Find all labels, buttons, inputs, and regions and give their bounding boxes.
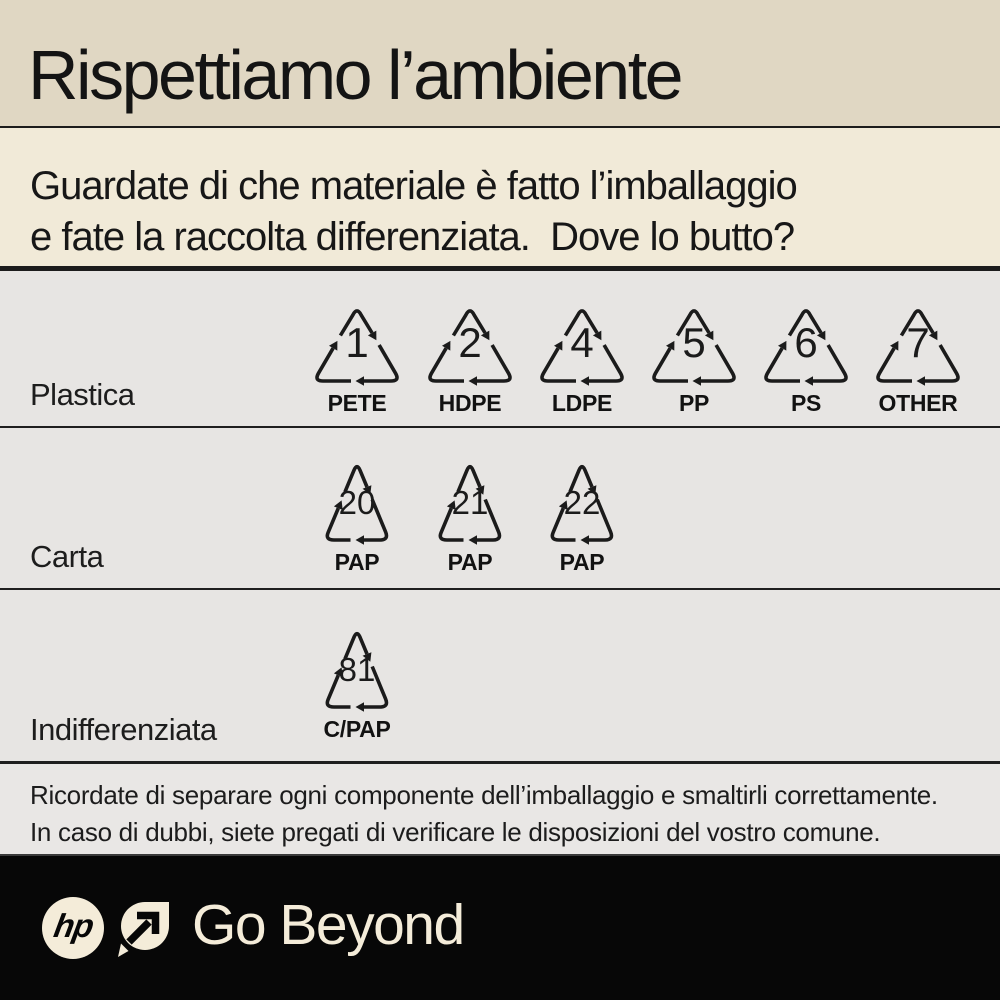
resin-code-label: HDPE <box>438 389 502 416</box>
recycling-symbol-ldpe: 4 LDPE <box>532 298 632 416</box>
resin-code-label: PP <box>678 389 710 416</box>
resin-code-number: 20 <box>339 484 376 521</box>
subtitle-line-1: Guardate di che materiale è fatto l’imba… <box>30 164 798 208</box>
resin-code-number: 5 <box>682 319 705 366</box>
resin-code-label: C/PAP <box>323 715 391 742</box>
hp-logo-letters: hp <box>51 906 96 944</box>
material-row-carta: Carta 20 PAP 21 PAP 22 PAP <box>0 428 1000 590</box>
resin-code-label: PETE <box>327 389 387 416</box>
recycling-mobius-icon: 4 <box>540 308 624 386</box>
hp-logo: hp <box>42 897 104 959</box>
recycling-symbol-ps: 6 PS <box>756 298 856 416</box>
note-line-1: Ricordate di separare ogni componente de… <box>30 780 938 810</box>
resin-code-label: PAP <box>334 548 380 575</box>
resin-code-number: 2 <box>458 319 481 366</box>
resin-code-number: 6 <box>794 319 817 366</box>
recycling-mobius-icon: 21 <box>438 464 502 545</box>
recycling-symbol-pap-22: 22 PAP <box>544 457 620 575</box>
footer-tagline: Go Beyond <box>192 893 465 957</box>
recycling-symbol-pete: 1 PETE <box>307 298 407 416</box>
recycling-symbol-pp: 5 PP <box>644 298 744 416</box>
recycling-mobius-icon: 6 <box>764 308 848 386</box>
recycling-mobius-icon: 22 <box>550 464 614 545</box>
resin-code-number: 4 <box>570 319 593 366</box>
resin-code-label: PAP <box>559 548 605 575</box>
note-line-2: In caso di dubbi, siete pregati di verif… <box>30 817 881 847</box>
resin-code-number: 22 <box>564 484 601 521</box>
note-band: Ricordate di separare ogni componente de… <box>0 764 1000 856</box>
resin-code-label: PAP <box>447 548 493 575</box>
recycling-mobius-icon: 2 <box>428 308 512 386</box>
recycling-mobius-icon: 5 <box>652 308 736 386</box>
resin-code-number: 21 <box>452 484 489 521</box>
recycling-symbol-cpap-81: 81 C/PAP <box>319 624 395 742</box>
recycling-symbol-pap-21: 21 PAP <box>432 457 508 575</box>
recycling-symbol-hdpe: 2 HDPE <box>420 298 520 416</box>
header-band: Rispettiamo l’ambiente <box>0 0 1000 128</box>
recycling-mobius-icon: 20 <box>325 464 389 545</box>
resin-code-number: 1 <box>345 319 368 366</box>
subtitle-line-2: e fate la raccolta differenziata. Dove l… <box>30 215 795 259</box>
material-label: Carta <box>30 539 104 574</box>
resin-code-number: 81 <box>339 651 376 688</box>
resin-code-label: PS <box>790 389 822 416</box>
recycling-mobius-icon: 81 <box>325 631 389 712</box>
recycling-symbol-other: 7 OTHER <box>868 298 968 416</box>
resin-code-number: 7 <box>906 319 929 366</box>
material-label: Indifferenziata <box>30 712 217 747</box>
recycling-symbol-pap-20: 20 PAP <box>319 457 395 575</box>
material-row-indifferenziata: Indifferenziata 81 C/PAP <box>0 590 1000 764</box>
resin-code-label: LDPE <box>551 389 613 416</box>
recycling-mobius-icon: 1 <box>315 308 399 386</box>
resin-code-label: OTHER <box>878 389 958 416</box>
go-beyond-arrow-icon <box>118 902 169 957</box>
subtitle-band: Guardate di che materiale è fatto l’imba… <box>0 128 1000 271</box>
recycling-mobius-icon: 7 <box>876 308 960 386</box>
footer-band: hp Go Beyond <box>0 856 1000 1000</box>
material-row-plastica: Plastica 1 PETE 2 HDPE 4 LDPE <box>0 271 1000 428</box>
page-title: Rispettiamo l’ambiente <box>28 36 684 114</box>
material-label: Plastica <box>30 377 135 412</box>
